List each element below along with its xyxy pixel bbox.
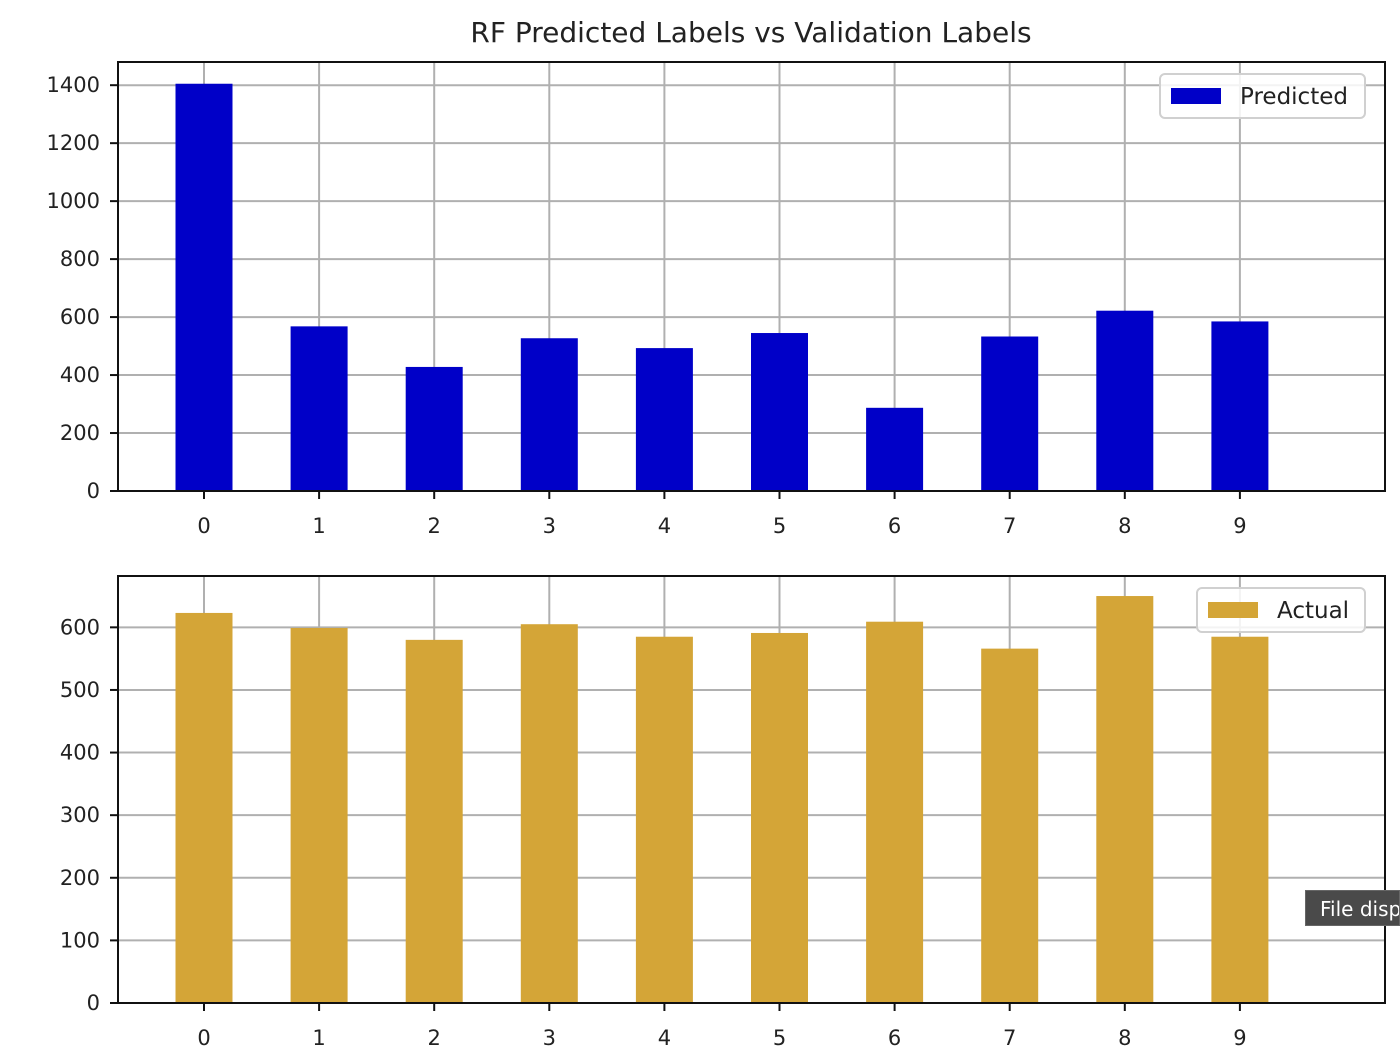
x-tick-label: 1 <box>312 514 325 538</box>
bar-predicted-1 <box>290 326 348 491</box>
chart-title: RF Predicted Labels vs Validation Labels <box>470 16 1031 49</box>
legend-box <box>1196 587 1366 633</box>
bar-actual-3 <box>520 624 578 1003</box>
x-tick-label: 1 <box>312 1026 325 1050</box>
legend: Predicted <box>1159 73 1366 119</box>
x-tick-label: 7 <box>1003 1026 1016 1050</box>
bar-predicted-5 <box>751 333 808 491</box>
bar-actual-0 <box>175 612 233 1003</box>
y-tick-label: 100 <box>60 928 100 952</box>
x-tick-label: 7 <box>1003 514 1016 538</box>
x-tick-label: 3 <box>543 1026 556 1050</box>
x-tick-label: 9 <box>1233 514 1246 538</box>
actual-subplot: 0 1 2 3 4 5 6 7 8 9 0 100 200 300 400 500 600 Actual <box>60 575 1386 1050</box>
x-tick-label: 9 <box>1233 1026 1246 1050</box>
bar-actual-8 <box>1096 596 1154 1003</box>
y-tick-label: 200 <box>60 421 100 445</box>
bar-actual-7 <box>981 648 1039 1003</box>
x-tick-label: 4 <box>658 1026 671 1050</box>
legend-label: Actual <box>1277 598 1349 624</box>
legend-swatch <box>1208 602 1258 618</box>
y-tick-label: 1000 <box>47 189 100 213</box>
y-tick-label: 0 <box>87 991 100 1015</box>
y-tick-label: 500 <box>60 678 100 702</box>
bar-actual-1 <box>290 627 348 1003</box>
predicted-subplot: 0 1 2 3 4 5 6 7 8 9 0 200 400 600 800 1000 1200 1400 Predi… <box>47 61 1386 538</box>
bar-predicted-0 <box>175 83 233 491</box>
x-tick-label: 8 <box>1118 514 1131 538</box>
bar-actual-4 <box>635 636 693 1003</box>
x-tick-label: 2 <box>428 1026 441 1050</box>
bar-predicted-6 <box>866 407 924 491</box>
legend-label: Predicted <box>1240 84 1348 110</box>
x-tick-label: 6 <box>888 514 901 538</box>
bar-predicted-3 <box>520 338 578 491</box>
x-tick-label: 0 <box>197 514 210 538</box>
x-tick-label: 5 <box>773 1026 786 1050</box>
y-tick-label: 200 <box>60 866 100 890</box>
bar-actual-6 <box>866 621 924 1003</box>
bar-predicted-9 <box>1211 321 1269 491</box>
bar-actual-5 <box>751 632 808 1003</box>
y-tick-label: 1200 <box>47 131 100 155</box>
x-tick-label: 2 <box>428 514 441 538</box>
bar-predicted-7 <box>981 336 1039 491</box>
bar-actual-2 <box>405 639 463 1003</box>
bar-actual-9 <box>1211 636 1269 1003</box>
legend: Actual <box>1196 587 1366 633</box>
y-tick-label: 600 <box>60 615 100 639</box>
y-tick-label: 400 <box>60 363 100 387</box>
bar-predicted-2 <box>405 366 463 491</box>
x-tick-label: 3 <box>543 514 556 538</box>
y-tick-label: 400 <box>60 741 100 765</box>
y-tick-label: 0 <box>87 479 100 503</box>
y-tick-label: 1400 <box>47 73 100 97</box>
y-tick-label: 600 <box>60 305 100 329</box>
y-tick-label: 300 <box>60 803 100 827</box>
file-display-tooltip: File disp <box>1305 890 1400 926</box>
x-tick-label: 8 <box>1118 1026 1131 1050</box>
x-tick-label: 4 <box>658 514 671 538</box>
axes-frame <box>117 61 1386 492</box>
legend-swatch <box>1171 88 1221 104</box>
x-tick-label: 5 <box>773 514 786 538</box>
y-tick-label: 800 <box>60 247 100 271</box>
x-tick-label: 6 <box>888 1026 901 1050</box>
bar-predicted-8 <box>1096 310 1154 491</box>
axes-frame <box>117 575 1386 1004</box>
x-tick-label: 0 <box>197 1026 210 1050</box>
bar-predicted-4 <box>635 348 693 491</box>
legend-box <box>1159 73 1366 119</box>
